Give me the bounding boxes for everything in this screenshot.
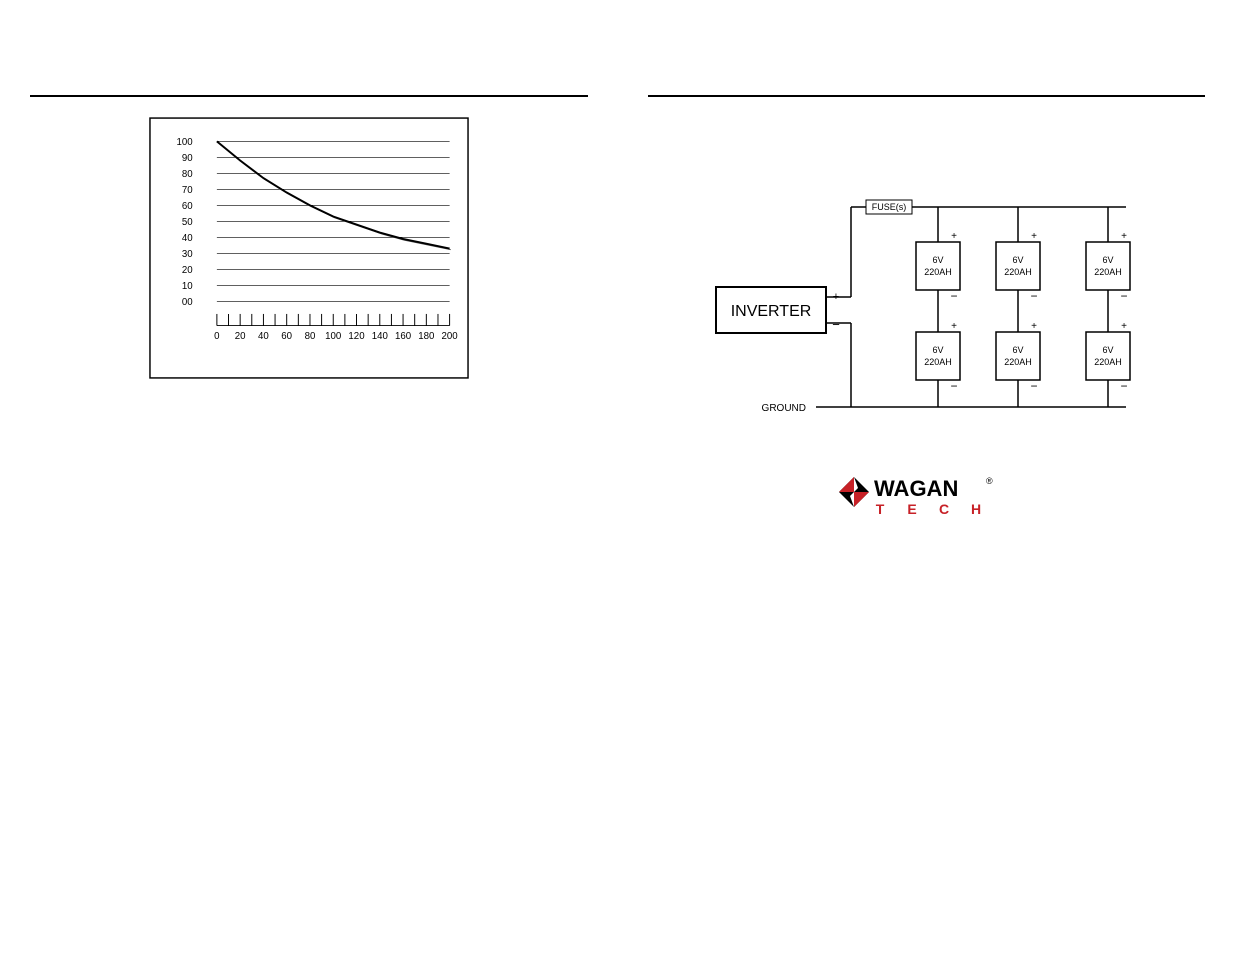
svg-text:+: +: [1121, 231, 1127, 242]
left-divider: [30, 95, 588, 97]
svg-text:90: 90: [182, 153, 193, 164]
svg-text:160: 160: [395, 331, 412, 342]
svg-text:FUSE(s): FUSE(s): [872, 202, 907, 212]
svg-text:60: 60: [281, 331, 292, 342]
svg-text:20: 20: [182, 265, 193, 276]
svg-text:220AH: 220AH: [1004, 357, 1032, 367]
svg-text:220AH: 220AH: [1004, 267, 1032, 277]
brand-name-top: WAGAN ®: [874, 476, 993, 501]
svg-text:0: 0: [214, 331, 220, 342]
svg-text:80: 80: [182, 169, 193, 180]
brand-mark-icon: [839, 477, 869, 507]
svg-text:100: 100: [325, 331, 342, 342]
right-divider: [648, 95, 1206, 97]
svg-text:100: 100: [176, 137, 193, 148]
svg-text:+: +: [1031, 321, 1037, 332]
svg-text:200: 200: [441, 331, 458, 342]
svg-text:20: 20: [235, 331, 246, 342]
svg-text:−: −: [832, 317, 840, 332]
svg-text:30: 30: [182, 249, 193, 260]
wiring-diagram-container: INVERTER + − FUSE(s) 6V 220AH + − 6V 220AH + − 6V 220…: [706, 187, 1146, 442]
svg-text:40: 40: [258, 331, 269, 342]
svg-text:60: 60: [182, 201, 193, 212]
line-chart: 100 90 80 70 60 50 40 30 20 10 00 0 20 40 60 80 100 120 1…: [149, 117, 469, 379]
brand-logo: WAGAN ® T E C H: [836, 472, 1016, 527]
svg-text:120: 120: [348, 331, 365, 342]
svg-text:80: 80: [304, 331, 315, 342]
svg-text:INVERTER: INVERTER: [731, 303, 812, 320]
svg-text:T: T: [876, 501, 885, 517]
svg-text:GROUND: GROUND: [762, 403, 806, 414]
svg-text:220AH: 220AH: [1094, 267, 1122, 277]
svg-text:220AH: 220AH: [1094, 357, 1122, 367]
brand-logo-svg: WAGAN ® T E C H: [836, 472, 1016, 522]
svg-text:180: 180: [418, 331, 435, 342]
svg-text:140: 140: [371, 331, 388, 342]
wiring-diagram: INVERTER + − FUSE(s) 6V 220AH + − 6V 220AH + − 6V 220…: [706, 187, 1146, 437]
svg-text:40: 40: [182, 233, 193, 244]
svg-text:+: +: [833, 291, 839, 303]
svg-text:WAGAN: WAGAN: [874, 476, 958, 501]
svg-text:6V: 6V: [1013, 255, 1024, 265]
svg-text:E: E: [908, 501, 917, 517]
svg-text:70: 70: [182, 185, 193, 196]
svg-text:6V: 6V: [1103, 345, 1114, 355]
svg-text:220AH: 220AH: [924, 357, 952, 367]
svg-text:+: +: [951, 231, 957, 242]
brand-name-bottom: TECH: [876, 501, 981, 517]
diagram-boxes: [716, 200, 1130, 380]
svg-text:+: +: [1121, 321, 1127, 332]
right-column: INVERTER + − FUSE(s) 6V 220AH + − 6V 220AH + − 6V 220…: [618, 0, 1235, 954]
svg-text:6V: 6V: [933, 255, 944, 265]
svg-text:6V: 6V: [933, 345, 944, 355]
svg-text:H: H: [971, 501, 981, 517]
x-axis-ticks: [217, 314, 450, 326]
diagram-wires: [808, 207, 1126, 407]
svg-text:+: +: [1031, 231, 1037, 242]
svg-text:C: C: [939, 501, 949, 517]
left-column: 100 90 80 70 60 50 40 30 20 10 00 0 20 40 60 80 100 120 1…: [0, 0, 618, 954]
svg-text:6V: 6V: [1103, 255, 1114, 265]
svg-text:−: −: [951, 289, 958, 303]
svg-text:−: −: [1121, 379, 1128, 393]
svg-text:−: −: [1031, 289, 1038, 303]
svg-text:−: −: [951, 379, 958, 393]
svg-text:6V: 6V: [1013, 345, 1024, 355]
svg-text:50: 50: [182, 217, 193, 228]
svg-text:00: 00: [182, 297, 193, 308]
line-chart-container: 100 90 80 70 60 50 40 30 20 10 00 0 20 40 60 80 100 120 1…: [149, 117, 469, 384]
diagram-text: INVERTER + − FUSE(s) 6V 220AH + − 6V 220AH + − 6V 220…: [731, 202, 1128, 414]
svg-text:−: −: [1031, 379, 1038, 393]
svg-text:®: ®: [986, 476, 993, 486]
svg-text:−: −: [1121, 289, 1128, 303]
svg-text:10: 10: [182, 281, 193, 292]
svg-text:220AH: 220AH: [924, 267, 952, 277]
svg-text:+: +: [951, 321, 957, 332]
